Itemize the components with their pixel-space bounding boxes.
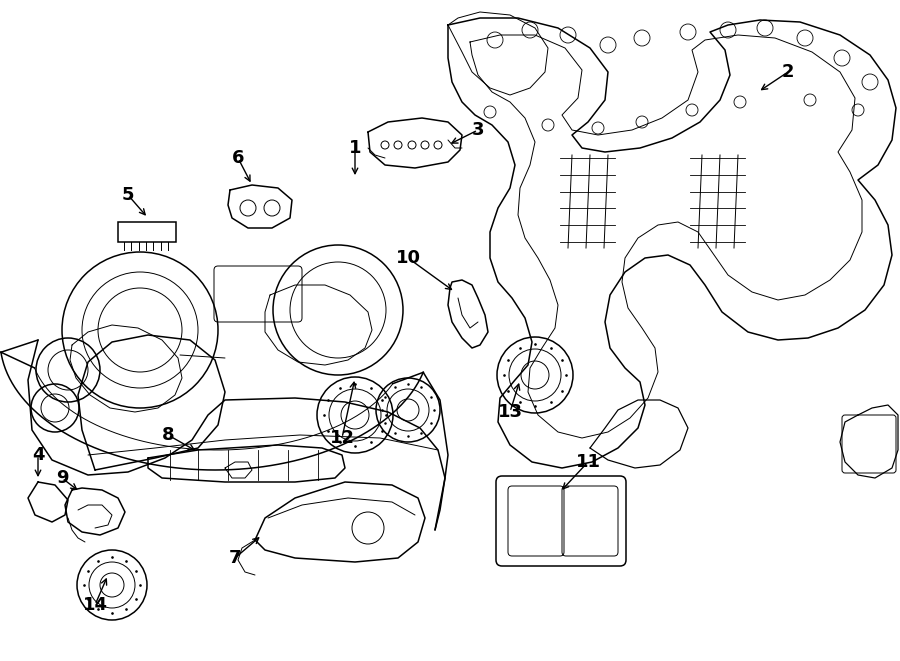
Text: 1: 1 [349,139,361,157]
Text: 11: 11 [575,453,600,471]
Text: 6: 6 [232,149,244,167]
Text: 12: 12 [329,429,355,447]
Text: 10: 10 [395,249,420,267]
Text: 3: 3 [472,121,484,139]
Text: 4: 4 [32,446,44,464]
Text: 7: 7 [229,549,241,567]
Bar [118,222,176,242]
Text: 2: 2 [782,63,794,81]
Text: 9: 9 [56,469,68,487]
Text: 5: 5 [122,186,134,204]
Text: 14: 14 [83,596,107,614]
Text: 8: 8 [162,426,175,444]
Text: 13: 13 [498,403,523,421]
